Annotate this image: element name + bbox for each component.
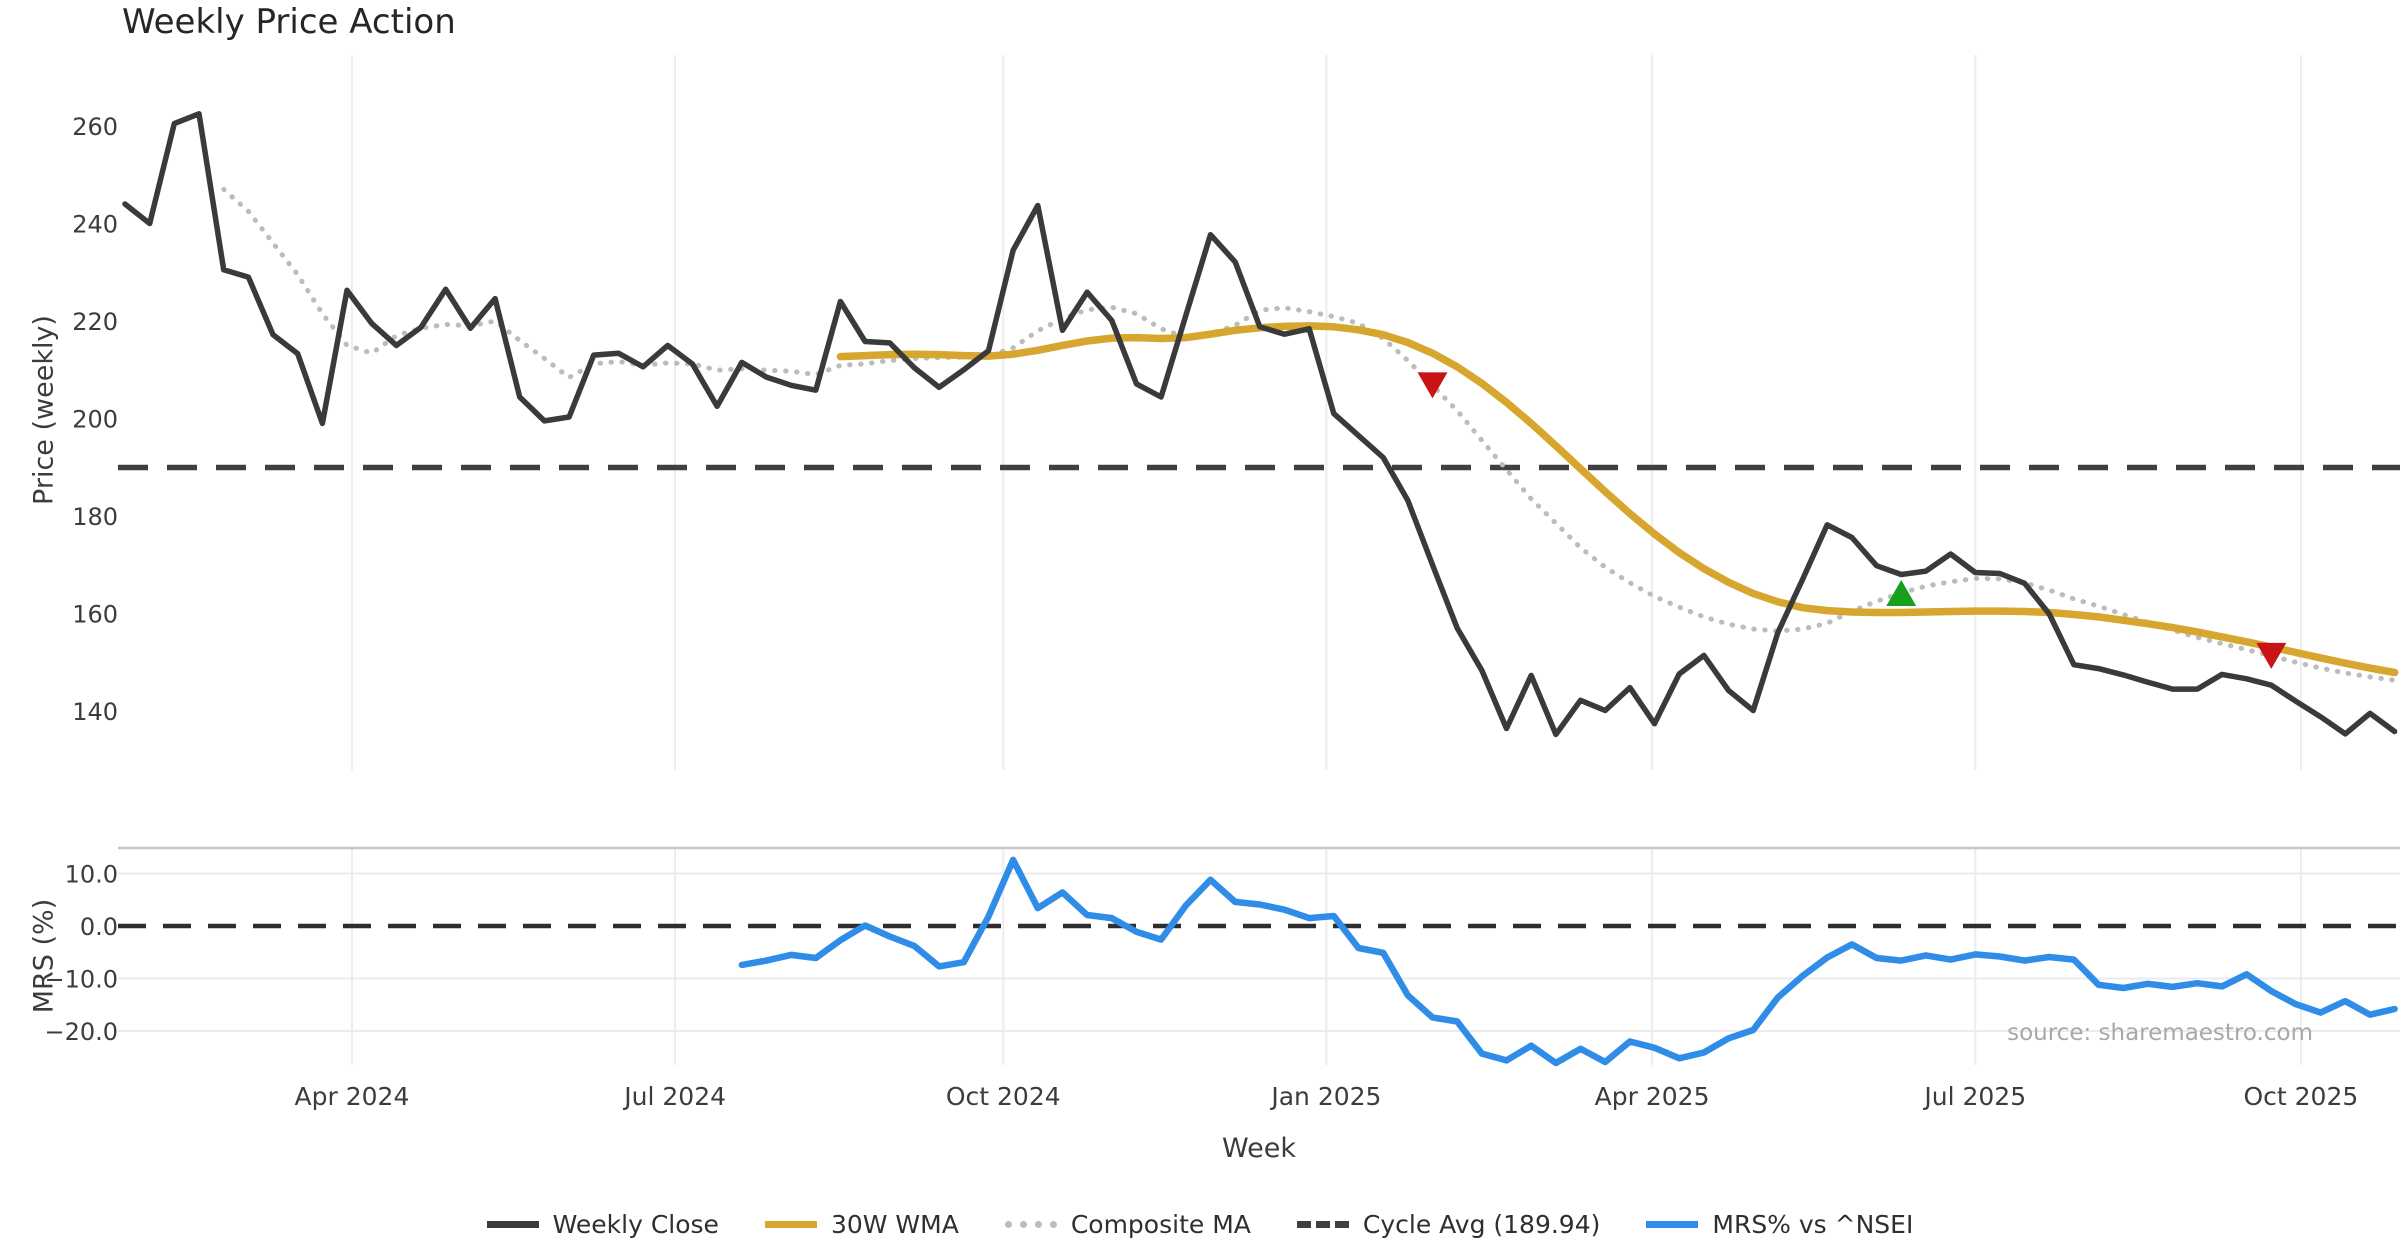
legend-item-composite-ma: Composite MA [1004,1210,1251,1239]
x-tick-Jul 2025: Jul 2025 [1922,1082,2026,1111]
legend-label: Composite MA [1070,1210,1251,1239]
price-y-tick-220: 220 [72,308,118,336]
x-tick-Apr 2024: Apr 2024 [295,1082,410,1111]
legend: Weekly Close 30W WMA Composite MA Cycle … [0,1210,2400,1239]
legend-item-30w-wma: 30W WMA [764,1210,959,1239]
wma-line [836,322,2399,677]
mrs-y-axis-label: MRS (%) [28,898,60,1014]
mrs-y-tick-10: 10.0 [65,861,118,889]
sell-signal-marker [1417,372,1448,399]
mrs-y-tick--20: −20.0 [44,1018,118,1046]
wma-line-swatch [764,1221,817,1228]
x-tick-Jan 2025: Jan 2025 [1269,1082,1381,1111]
legend-label: Cycle Avg (189.94) [1362,1210,1601,1239]
legend-item-weekly-close: Weekly Close [486,1210,719,1239]
price-y-tick-240: 240 [72,211,118,239]
x-tick-Apr 2025: Apr 2025 [1595,1082,1710,1111]
legend-item-cycle-avg: Cycle Avg (189.94) [1296,1210,1601,1239]
x-axis-label: Week [1222,1133,1296,1164]
mrs-line [738,856,2398,1067]
price-y-axis-label: Price (weekly) [28,315,60,505]
weekly-close-line-swatch [486,1221,539,1228]
composite-ma-line [221,186,2398,683]
weekly-close-line [122,111,2398,738]
legend-label: MRS% vs ^NSEI [1712,1210,1914,1239]
mrs-y-tick-0: 0.0 [80,913,118,941]
x-tick-Jul 2024: Jul 2024 [622,1082,726,1111]
sell-signal-marker [2256,642,2287,669]
composite-ma-line-swatch [1004,1221,1057,1228]
legend-item-mrs: MRS% vs ^NSEI [1646,1210,1913,1239]
price-y-tick-180: 180 [72,503,118,531]
price-y-tick-260: 260 [72,113,118,141]
price-y-tick-200: 200 [72,406,118,434]
x-tick-Oct 2025: Oct 2025 [2243,1082,2358,1111]
legend-label: Weekly Close [552,1210,719,1239]
chart-title: Weekly Price Action [122,2,456,42]
legend-label: 30W WMA [830,1210,959,1239]
source-note: source: sharemaestro.com [2007,1020,2313,1046]
mrs-line-swatch [1646,1221,1699,1228]
mrs-y-tick--10: −10.0 [44,966,118,994]
price-y-tick-160: 160 [72,601,118,629]
buy-signal-marker [1886,580,1917,607]
price-y-tick-140: 140 [72,698,118,726]
x-tick-Oct 2024: Oct 2024 [946,1082,1061,1111]
cycle-avg-line-swatch [1296,1221,1349,1228]
